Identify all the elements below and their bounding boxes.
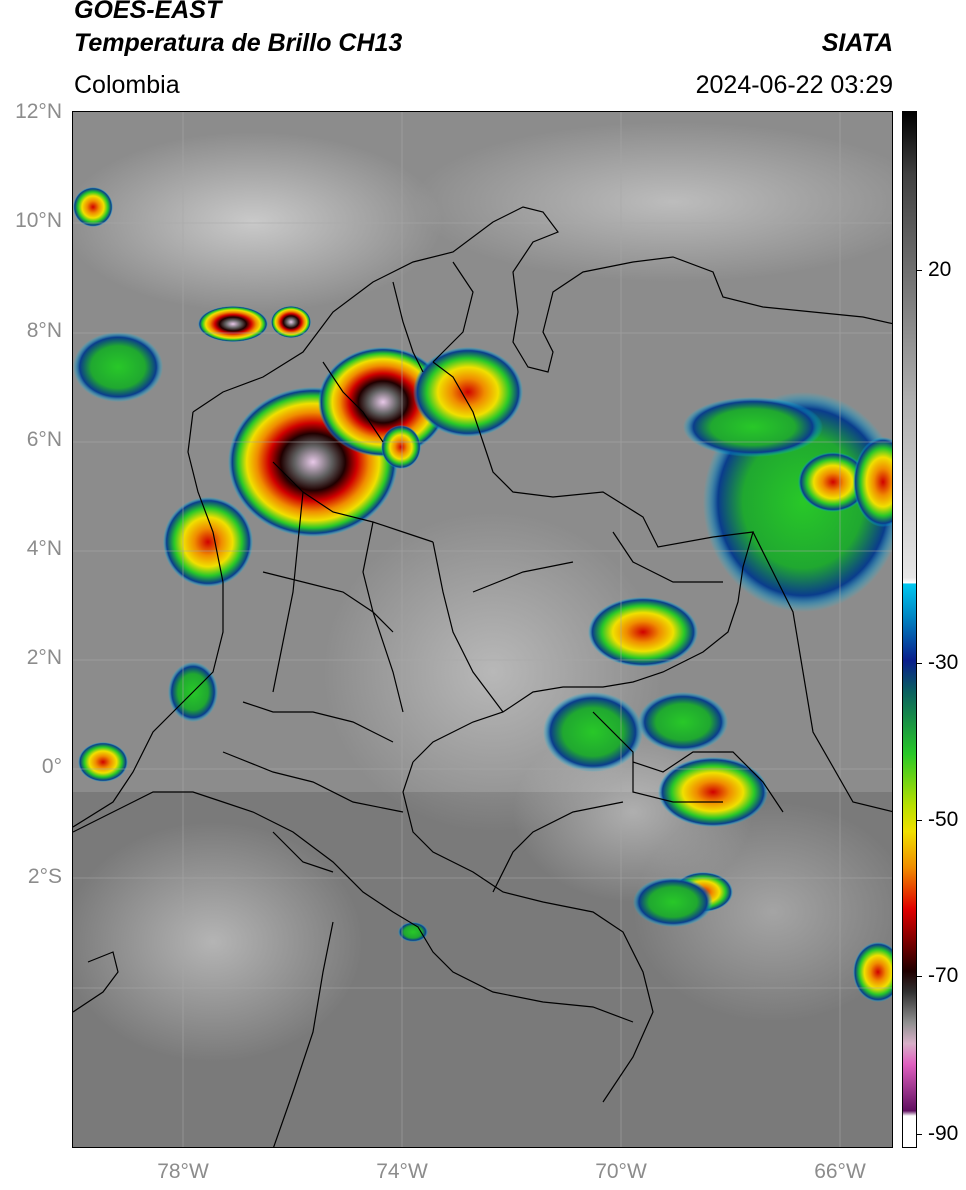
lon-label-66w: 66°W — [814, 1160, 866, 1183]
colorbar-tick — [917, 270, 922, 271]
colorbar — [902, 111, 917, 1148]
lat-label-10n: 10°N — [15, 209, 62, 232]
lat-label-2s: 2°S — [27, 865, 62, 888]
agency-label: SIATA — [821, 29, 893, 57]
lon-label-78w: 78°W — [157, 1160, 209, 1183]
lat-label-2n: 2°N — [26, 646, 62, 669]
lat-label-12n: 12°N — [15, 100, 62, 123]
lon-label-74w: 74°W — [376, 1160, 428, 1183]
satellite-map[interactable] — [72, 111, 893, 1148]
colorbar-label-minus50: -50 — [928, 808, 959, 831]
region-label: Colombia — [74, 71, 180, 99]
satellite-title: GOES-EAST — [74, 0, 222, 24]
colorbar-tick — [917, 663, 922, 664]
colorbar-label-minus90: -90 — [928, 1122, 959, 1145]
lat-label-4n: 4°N — [26, 537, 62, 560]
lat-label-6n: 6°N — [26, 428, 62, 451]
colorbar-label-minus70: -70 — [928, 964, 959, 987]
colorbar-tick — [917, 820, 922, 821]
lat-label-0: 0° — [41, 755, 62, 778]
datetime-label: 2024-06-22 03:29 — [695, 71, 893, 99]
lon-label-70w: 70°W — [595, 1160, 647, 1183]
colorbar-label-minus30: -30 — [928, 651, 959, 674]
product-title: Temperatura de Brillo CH13 — [74, 29, 403, 57]
map-canvas — [73, 112, 892, 1147]
colorbar-tick — [917, 976, 922, 977]
colorbar-label-20: 20 — [928, 258, 952, 281]
lat-label-8n: 8°N — [26, 319, 62, 342]
colorbar-tick — [917, 1134, 922, 1135]
